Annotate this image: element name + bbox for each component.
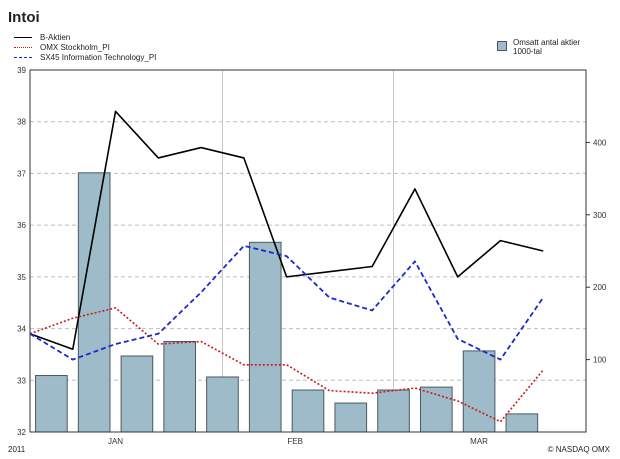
- series-line-b-aktien: [29, 110, 544, 351]
- y-tick-label-right: 300: [593, 211, 607, 220]
- y-tick-label-left: 39: [17, 66, 26, 75]
- x-tick-label: MAR: [470, 437, 488, 446]
- legend-label-sx45: SX45 Information Technology_PI: [40, 52, 157, 62]
- volume-bar: [334, 402, 368, 433]
- legend-label-b-aktien: B-Aktien: [40, 32, 71, 42]
- volume-bar: [291, 389, 325, 433]
- y-tick-label-left: 35: [17, 273, 26, 282]
- legend: B-Aktien OMX Stockholm_PI SX45 Informati…: [14, 32, 156, 62]
- volume-bar: [462, 350, 496, 433]
- volume-legend-label: Omsatt antal aktier: [513, 38, 581, 47]
- legend-swatch-dashed: [14, 56, 32, 58]
- y-tick-label-left: 32: [17, 428, 26, 437]
- volume-bar: [77, 172, 111, 433]
- x-tick-label: JAN: [108, 437, 123, 446]
- volume-bar: [419, 386, 453, 433]
- volume-legend-swatch: [497, 41, 507, 51]
- y-tick-label-left: 37: [17, 169, 26, 178]
- volume-bar: [206, 376, 239, 433]
- volume-bar: [35, 375, 68, 433]
- volume-bar: [377, 389, 410, 433]
- series-line-sx45: [29, 244, 544, 361]
- volume-legend-unit: 1000-tal: [513, 47, 542, 56]
- legend-item-omx: OMX Stockholm_PI: [14, 42, 156, 52]
- y-tick-label-left: 36: [17, 221, 26, 230]
- legend-swatch-solid: [14, 36, 32, 38]
- y-tick-label-right: 200: [593, 283, 607, 292]
- y-tick-label-right: 100: [593, 356, 607, 365]
- chart-title: Intoi: [8, 9, 40, 26]
- x-tick-label: FEB: [287, 437, 303, 446]
- plot-frame: [29, 69, 587, 433]
- volume-bar: [163, 341, 197, 433]
- copyright-label: © NASDAQ OMX: [547, 445, 610, 454]
- y-tick-label-right: 400: [593, 138, 607, 147]
- legend-item-b-aktien: B-Aktien: [14, 32, 156, 42]
- volume-bar: [120, 355, 154, 433]
- legend-swatch-dotted: [14, 46, 32, 48]
- series-line-omx: [29, 307, 544, 423]
- legend-label-omx: OMX Stockholm_PI: [40, 42, 110, 52]
- volume-bar: [505, 413, 539, 433]
- legend-item-sx45: SX45 Information Technology_PI: [14, 52, 156, 62]
- y-tick-label-left: 38: [17, 118, 26, 127]
- y-tick-label-left: 33: [17, 376, 26, 385]
- year-label: 2011: [8, 445, 26, 454]
- y-tick-label-left: 34: [17, 325, 26, 334]
- volume-legend: Omsatt antal aktier 1000-tal: [497, 38, 580, 56]
- volume-bar: [248, 241, 282, 433]
